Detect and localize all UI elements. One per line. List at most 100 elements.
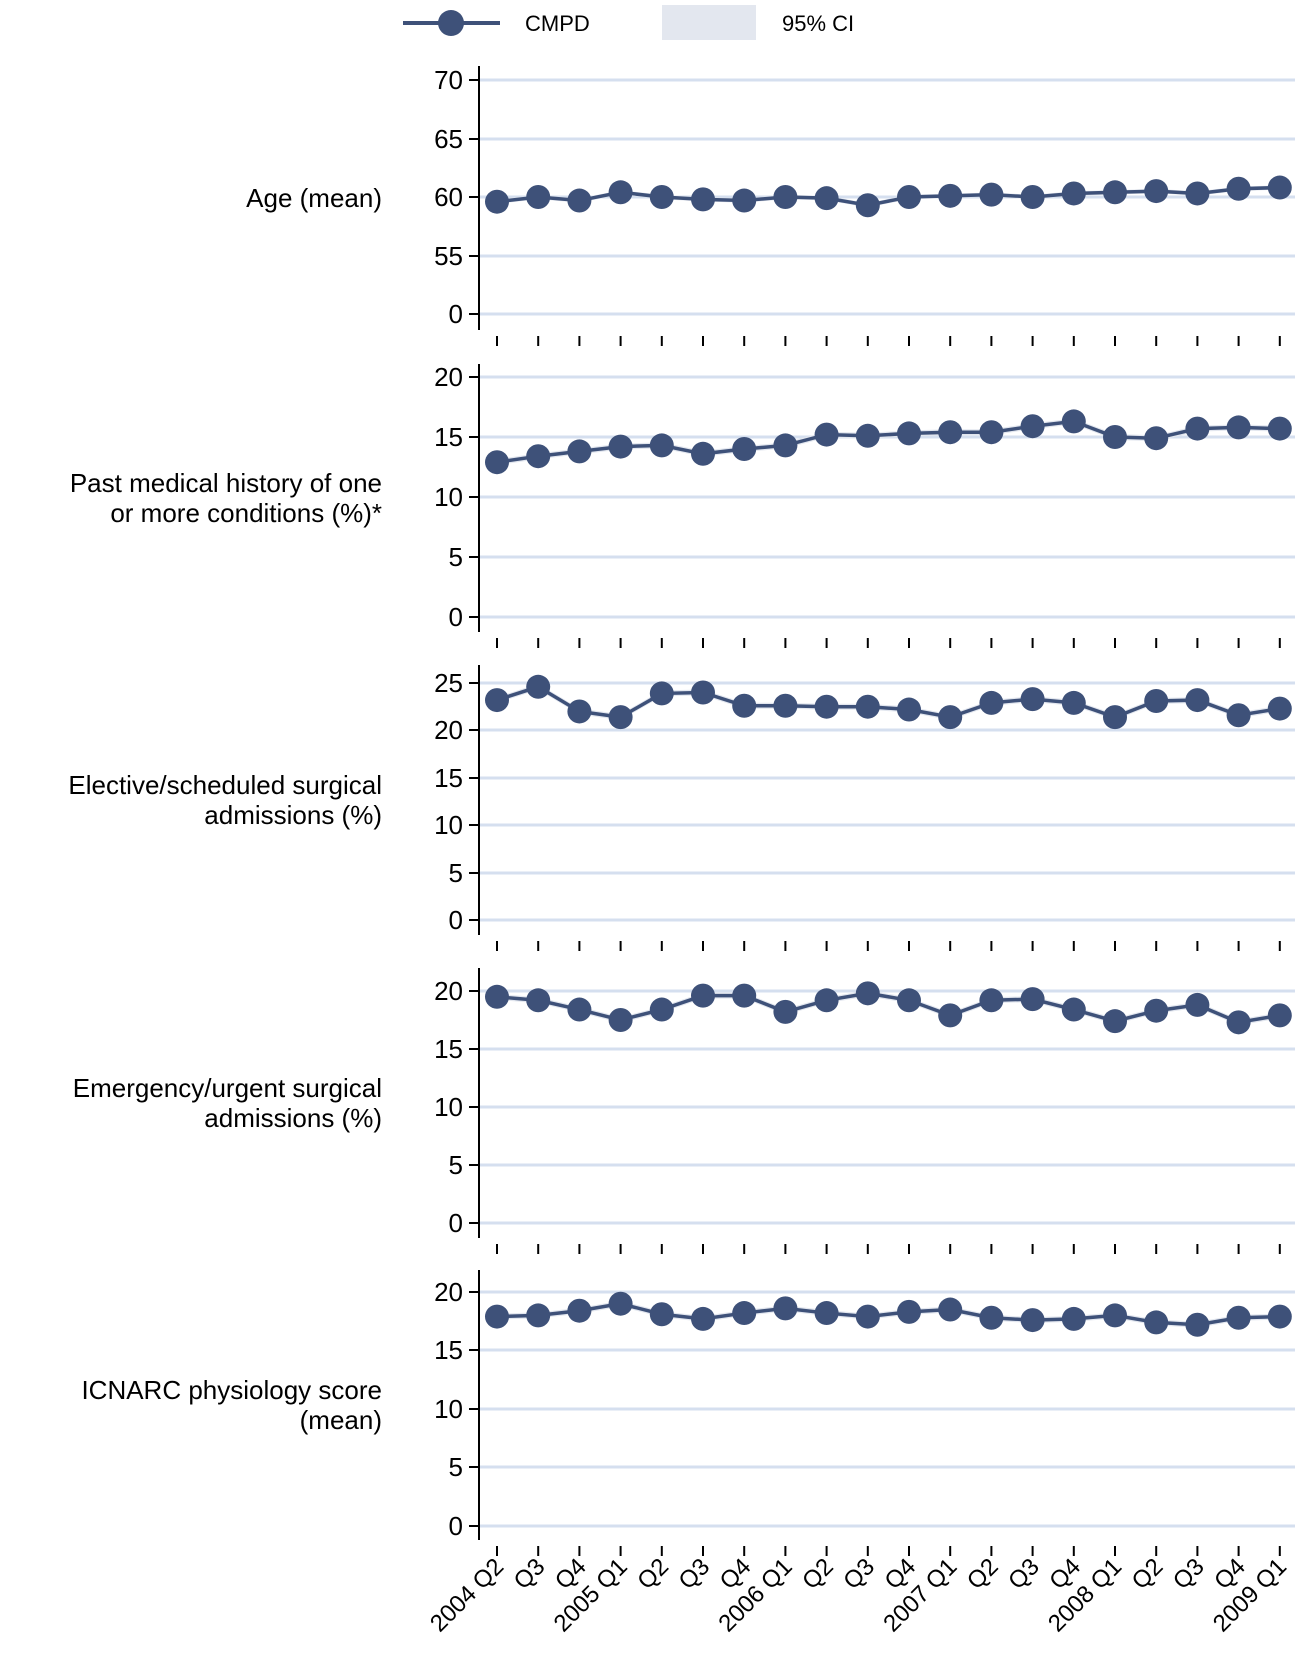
data-point	[732, 983, 757, 1008]
data-point	[814, 988, 839, 1013]
panel-1: 0 55 60 65 70 Age (mean)	[246, 65, 1295, 346]
row-label: Past medical history of one	[70, 468, 382, 498]
data-point	[1267, 416, 1292, 441]
row-label: (mean)	[300, 1405, 382, 1435]
data-point	[979, 690, 1004, 715]
x-tick-label: Q2	[797, 1553, 839, 1595]
data-point	[485, 1304, 509, 1329]
data-point	[1020, 987, 1045, 1012]
data-point	[1267, 175, 1292, 200]
data-point	[691, 1306, 715, 1331]
data-point	[1020, 414, 1045, 439]
y-tick-label: 10	[434, 810, 463, 840]
data-point	[649, 997, 674, 1022]
legend: CMPD 95% CI	[403, 5, 854, 40]
x-tick-label: Q2	[632, 1553, 674, 1595]
data-point	[649, 433, 674, 458]
data-point	[979, 420, 1004, 445]
data-point	[1226, 176, 1251, 201]
data-point	[485, 450, 509, 475]
data-point	[732, 1301, 757, 1326]
data-point	[855, 193, 880, 218]
data-point	[526, 1303, 551, 1328]
data-point	[938, 420, 963, 445]
data-point	[938, 1003, 963, 1028]
row-label: admissions (%)	[204, 800, 382, 830]
data-point	[814, 186, 839, 211]
data-point	[649, 1302, 674, 1327]
data-point	[897, 988, 921, 1013]
data-point	[814, 1301, 839, 1326]
y-tick-label: 10	[434, 1394, 463, 1424]
data-point	[526, 444, 551, 469]
data-point	[855, 423, 880, 448]
data-point	[732, 693, 757, 718]
data-point	[1144, 998, 1169, 1023]
y-tick-label: 5	[449, 1452, 463, 1482]
row-label: Elective/scheduled surgical	[68, 770, 382, 800]
x-tick-label: Q2	[962, 1553, 1004, 1595]
y-tick-label: 15	[434, 422, 463, 452]
data-point	[567, 188, 592, 213]
data-point	[1226, 1010, 1251, 1035]
y-tick-label: 60	[434, 182, 463, 212]
data-point	[567, 699, 592, 724]
data-point	[691, 680, 715, 705]
y-tick-label: 20	[434, 362, 463, 392]
y-tick-label: 10	[434, 1092, 463, 1122]
data-point	[1103, 1303, 1127, 1328]
data-point	[1144, 179, 1169, 204]
data-point	[1144, 689, 1169, 714]
data-point	[979, 182, 1004, 207]
data-point	[897, 185, 921, 209]
data-point	[485, 688, 509, 713]
legend-ci-label: 95% CI	[782, 11, 854, 36]
legend-series-marker	[438, 10, 464, 36]
data-point	[567, 997, 592, 1022]
data-point	[567, 439, 592, 464]
y-tick-label: 20	[434, 976, 463, 1006]
data-point	[1061, 997, 1086, 1022]
y-tick-label: 70	[434, 65, 463, 95]
y-tick-label: 15	[434, 1034, 463, 1064]
row-label: ICNARC physiology score	[81, 1375, 382, 1405]
data-point	[1185, 992, 1210, 1017]
data-point	[979, 988, 1004, 1013]
data-point	[1267, 1003, 1292, 1028]
data-point	[773, 433, 798, 458]
data-point	[814, 422, 839, 447]
data-point	[1226, 703, 1251, 728]
data-point	[1226, 415, 1251, 440]
y-tick-label: 5	[449, 1150, 463, 1180]
data-point	[938, 705, 963, 730]
data-point	[1061, 1306, 1086, 1331]
data-point	[897, 1299, 921, 1324]
y-tick-label: 65	[434, 124, 463, 154]
data-point	[485, 984, 509, 1009]
data-point	[567, 1298, 592, 1323]
x-tick-label: Q3	[509, 1553, 551, 1595]
x-tick-label: Q2	[1127, 1553, 1169, 1595]
x-tick-label: Q3	[1003, 1553, 1045, 1595]
y-tick-label: 5	[449, 858, 463, 888]
data-point	[1185, 181, 1210, 206]
data-point	[485, 189, 509, 214]
data-point	[608, 434, 633, 459]
data-point	[691, 441, 715, 466]
y-tick-label: 20	[434, 1277, 463, 1307]
data-point	[1185, 1312, 1210, 1337]
data-point	[1103, 180, 1127, 205]
row-label: or more conditions (%)*	[110, 498, 382, 528]
panel-4: 0 5 10 15 20 Emergency/urgent surgicaladmissi…	[73, 968, 1295, 1254]
data-point	[732, 437, 757, 461]
y-tick-label: 0	[449, 299, 463, 329]
data-point	[1267, 1304, 1292, 1329]
data-point	[1226, 1305, 1251, 1330]
data-point	[1061, 690, 1086, 715]
data-point	[691, 983, 715, 1008]
row-label: Age (mean)	[246, 183, 382, 213]
data-point	[608, 1008, 633, 1032]
